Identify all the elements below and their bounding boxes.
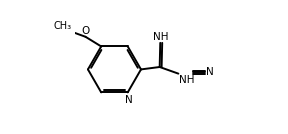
Text: NH: NH: [179, 75, 194, 85]
Text: O: O: [82, 26, 90, 36]
Text: NH: NH: [154, 32, 169, 42]
Text: N: N: [125, 95, 133, 105]
Text: N: N: [206, 67, 214, 77]
Text: CH₃: CH₃: [54, 21, 72, 31]
